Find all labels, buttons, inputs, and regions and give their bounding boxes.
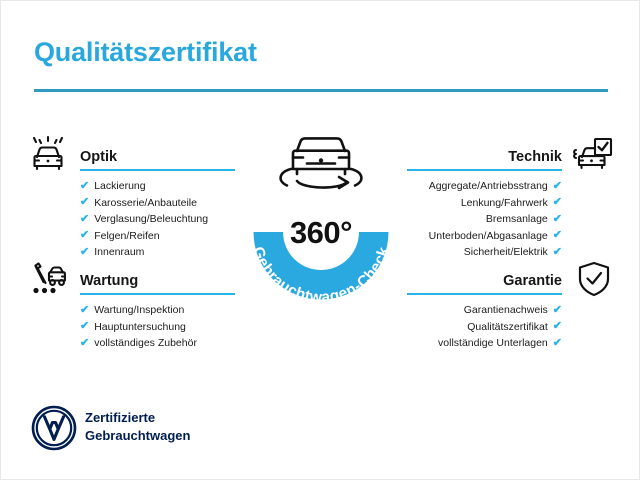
- section-technik-divider: [407, 169, 562, 171]
- section-technik: Technik Aggregate/Antriebsstrang ✔ Lenkun…: [407, 141, 562, 261]
- list-item-label: Lenkung/Fahrwerk: [460, 196, 548, 209]
- car-checkbox-icon: [570, 135, 614, 175]
- section-wartung: Wartung ✔ Wartung/Inspektion ✔ Hauptunters…: [80, 265, 235, 352]
- list-item: Qualitätszertifikat ✔: [407, 319, 562, 336]
- section-optik: Optik ✔ Lackierung ✔ Karosserie/Anbauteile…: [80, 141, 235, 261]
- list-item-label: Sicherheit/Elektrik: [463, 246, 548, 258]
- footer-brand-text: Zertifizierte Gebrauchtwagen: [85, 409, 190, 445]
- footer-line-1: Zertifizierte: [85, 410, 156, 425]
- list-item: vollständige Unterlagen ✔: [407, 335, 562, 352]
- footer-line-2: Gebrauchtwagen: [85, 428, 191, 443]
- check-icon: ✔: [552, 229, 562, 242]
- page-title: Qualitätszertifikat: [34, 37, 257, 67]
- shield-check-icon: [572, 259, 616, 299]
- check-icon: ✔: [552, 320, 562, 333]
- section-wartung-title: Wartung: [80, 273, 139, 289]
- list-item: Garantienachweis ✔: [407, 302, 562, 319]
- check-icon: ✔: [80, 303, 90, 316]
- list-item: ✔ Karosserie/Anbauteile: [80, 195, 235, 212]
- section-wartung-header: Wartung: [80, 265, 235, 295]
- section-garantie-list: Garantienachweis ✔ Qualitätszertifikat ✔ v…: [407, 302, 562, 352]
- section-garantie-header: Garantie: [407, 265, 562, 295]
- check-icon: ✔: [80, 245, 90, 258]
- section-technik-list: Aggregate/Antriebsstrang ✔ Lenkung/Fahrwe…: [407, 178, 562, 261]
- list-item: Lenkung/Fahrwerk ✔: [407, 195, 562, 212]
- section-technik-title: Technik: [508, 149, 562, 165]
- section-garantie-divider: [407, 293, 562, 295]
- list-item: ✔ Hauptuntersuchung: [80, 319, 235, 336]
- list-item: Sicherheit/Elektrik ✔: [407, 244, 562, 261]
- check-icon: ✔: [552, 212, 562, 225]
- list-item: ✔ vollständiges Zubehör: [80, 335, 235, 352]
- list-item-label: vollständige Unterlagen: [438, 337, 548, 349]
- list-item-label: Qualitätszertifikat: [467, 320, 548, 333]
- car-service-wrench-icon: [26, 259, 70, 299]
- check-icon: ✔: [552, 179, 562, 192]
- section-optik-list: ✔ Lackierung ✔ Karosserie/Anbauteile ✔ Verg…: [80, 178, 235, 261]
- section-garantie: Garantie Garantienachweis ✔ Qualitätszert…: [407, 265, 562, 352]
- list-item: ✔ Lackierung: [80, 178, 235, 195]
- list-item-label: Innenraum: [94, 246, 145, 258]
- list-item-label: Hauptuntersuchung: [94, 320, 186, 333]
- list-item-label: Verglasung/Beleuchtung: [94, 213, 209, 225]
- check-icon: ✔: [552, 196, 562, 209]
- header-divider: [34, 89, 608, 92]
- section-wartung-divider: [80, 293, 235, 295]
- check-icon: ✔: [80, 179, 90, 192]
- car-wash-icon: [26, 135, 70, 175]
- list-item-label: Karosserie/Anbauteile: [94, 196, 197, 209]
- list-item-label: Lackierung: [94, 180, 146, 192]
- list-item: ✔ Verglasung/Beleuchtung: [80, 211, 235, 228]
- section-garantie-title: Garantie: [503, 273, 562, 289]
- check-icon: ✔: [80, 336, 90, 349]
- section-wartung-list: ✔ Wartung/Inspektion ✔ Hauptuntersuchung ✔…: [80, 302, 235, 352]
- list-item: Aggregate/Antriebsstrang ✔: [407, 178, 562, 195]
- list-item: ✔ Felgen/Reifen: [80, 228, 235, 245]
- list-item-label: vollständiges Zubehör: [94, 337, 197, 349]
- list-item-label: Felgen/Reifen: [94, 229, 160, 242]
- list-item: Unterboden/Abgasanlage ✔: [407, 228, 562, 245]
- vw-logo-icon: [31, 405, 77, 451]
- check-icon: ✔: [80, 229, 90, 242]
- check-icon: ✔: [80, 212, 90, 225]
- list-item-label: Aggregate/Antriebsstrang: [428, 180, 548, 192]
- list-item: ✔ Innenraum: [80, 244, 235, 261]
- list-item: Bremsanlage ✔: [407, 211, 562, 228]
- list-item-label: Garantienachweis: [463, 304, 548, 316]
- check-icon: ✔: [80, 320, 90, 333]
- check-icon: ✔: [552, 245, 562, 258]
- section-optik-header: Optik: [80, 141, 235, 171]
- section-technik-header: Technik: [407, 141, 562, 171]
- check-icon: ✔: [552, 303, 562, 316]
- 360-check-badge: Gebrauchtwagen-Check 360°: [229, 119, 413, 309]
- list-item-label: Unterboden/Abgasanlage: [428, 229, 548, 242]
- list-item: ✔ Wartung/Inspektion: [80, 302, 235, 319]
- section-optik-divider: [80, 169, 235, 171]
- list-item-label: Bremsanlage: [485, 213, 548, 225]
- check-icon: ✔: [552, 336, 562, 349]
- list-item-label: Wartung/Inspektion: [94, 304, 185, 316]
- section-optik-title: Optik: [80, 149, 118, 165]
- check-icon: ✔: [80, 196, 90, 209]
